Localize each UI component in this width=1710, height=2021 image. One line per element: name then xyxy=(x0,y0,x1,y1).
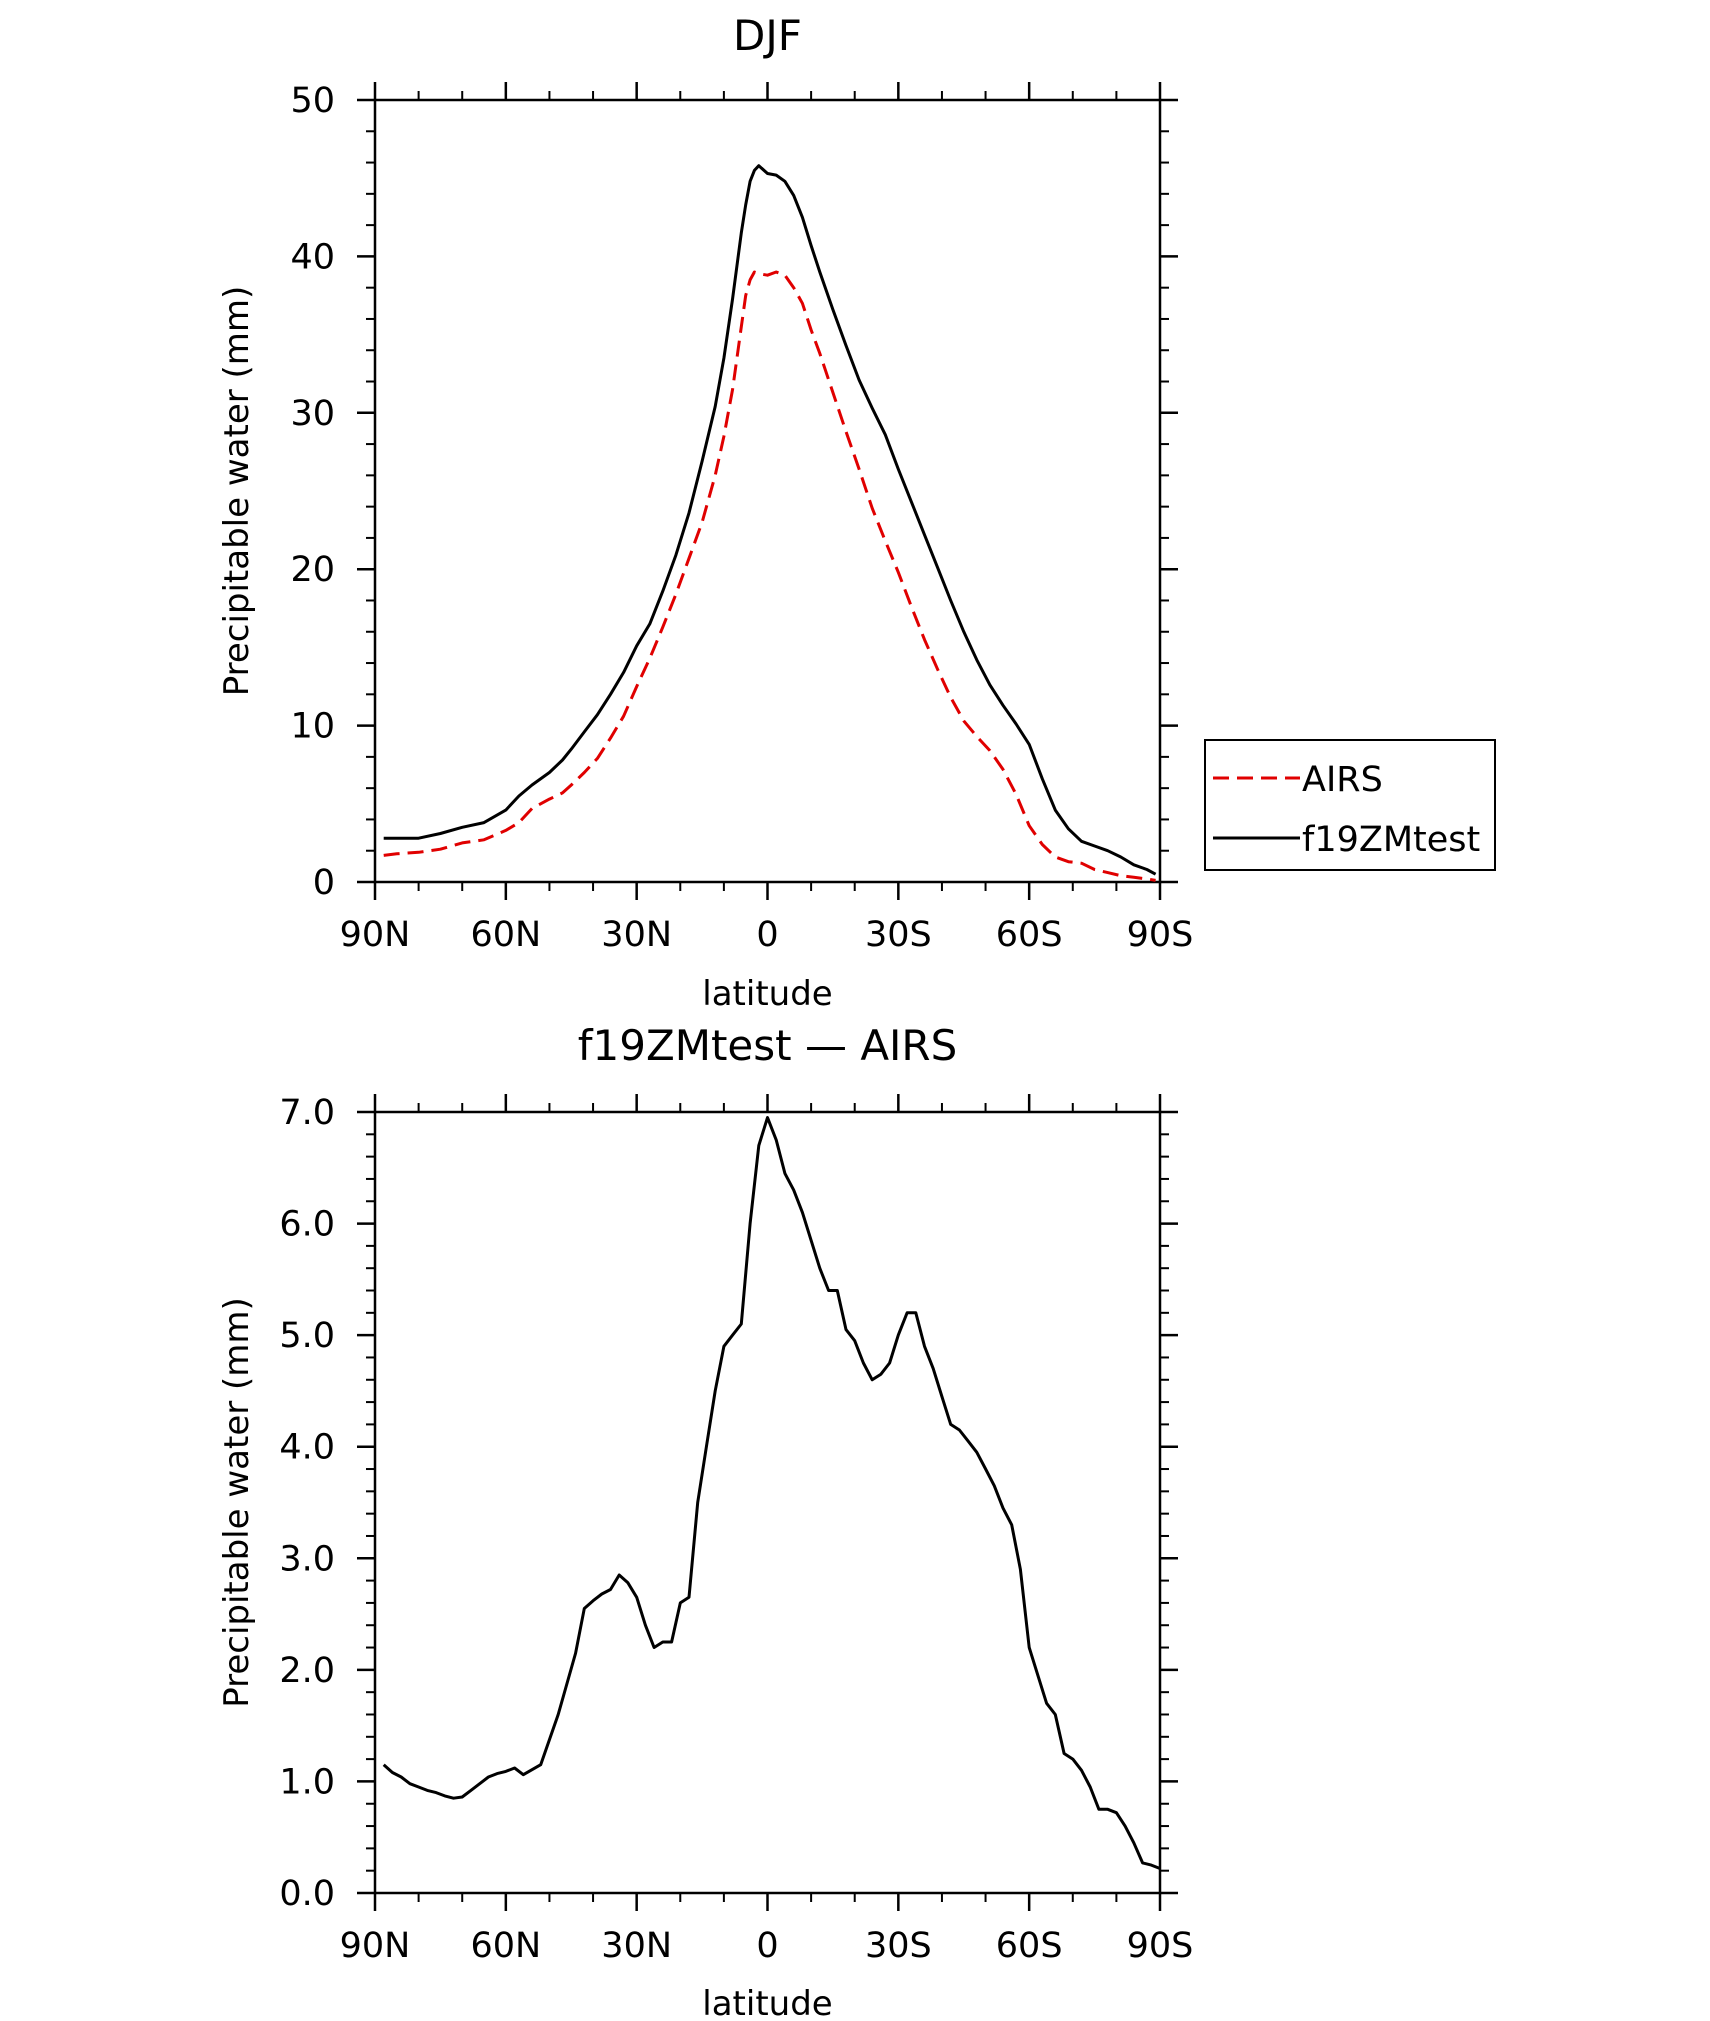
chart-title: DJF xyxy=(733,11,802,60)
x-tick-label: 30S xyxy=(865,1926,932,1966)
x-tick-label: 30S xyxy=(865,915,932,955)
x-tick-label: 60N xyxy=(470,915,541,955)
x-tick-label: 30N xyxy=(601,915,672,955)
y-axis-label: Precipitable water (mm) xyxy=(217,1297,257,1708)
plot-frame xyxy=(373,98,1162,884)
x-tick-label: 90S xyxy=(1127,1926,1194,1966)
series-line-f19zmtest xyxy=(383,164,1157,876)
legend-box xyxy=(1204,739,1496,871)
y-tick-label: 50 xyxy=(290,81,335,121)
x-tick-label: 90S xyxy=(1127,915,1194,955)
y-tick-label: 3.0 xyxy=(279,1539,335,1579)
y-tick-label: 5.0 xyxy=(279,1316,335,1356)
difference-panel: 90N 60N 30N 0 30S 60S 90S 0.0 1.0 2.0 3.0 4.0 5.0 6.0… xyxy=(217,1021,1193,2021)
y-tick-label: 6.0 xyxy=(279,1205,335,1245)
x-tick-label: 90N xyxy=(340,915,411,955)
x-tick-label: 60S xyxy=(996,1926,1063,1966)
x-tick-label: 0 xyxy=(756,1926,778,1966)
y-tick-label: 40 xyxy=(290,237,335,277)
y-tick-label: 2.0 xyxy=(279,1651,335,1691)
legend: AIRS f19ZMtest xyxy=(1204,739,1496,871)
x-axis-label: latitude xyxy=(702,1984,832,2021)
legend-entry: f19ZMtest xyxy=(1302,820,1480,860)
series-line-airs xyxy=(383,270,1156,882)
chart-title: f19ZMtest — AIRS xyxy=(578,1021,958,1070)
y-tick-label: 4.0 xyxy=(279,1428,335,1468)
legend-entry: AIRS xyxy=(1302,760,1383,800)
series-line-difference xyxy=(382,1116,1161,1870)
x-tick-label: 0 xyxy=(756,915,778,955)
x-tick-label: 60N xyxy=(470,1926,541,1966)
y-tick-label: 20 xyxy=(290,550,335,590)
y-tick-label: 30 xyxy=(290,394,335,434)
y-tick-label: 0.0 xyxy=(279,1874,335,1914)
y-tick-label: 10 xyxy=(290,707,335,747)
x-tick-label: 30N xyxy=(601,1926,672,1966)
y-axis-label: Precipitable water (mm) xyxy=(217,286,257,697)
x-axis-label: latitude xyxy=(702,974,832,1014)
y-tick-label: 7.0 xyxy=(279,1093,335,1133)
y-tick-label: 0 xyxy=(313,863,335,903)
x-tick-label: 90N xyxy=(340,1926,411,1966)
y-tick-label: 1.0 xyxy=(279,1762,335,1802)
x-tick-label: 60S xyxy=(996,915,1063,955)
djf-panel: 90N 60N 30N 0 30S 60S 90S 0 10 20 30 40 50 DJF latitud… xyxy=(217,11,1496,1014)
